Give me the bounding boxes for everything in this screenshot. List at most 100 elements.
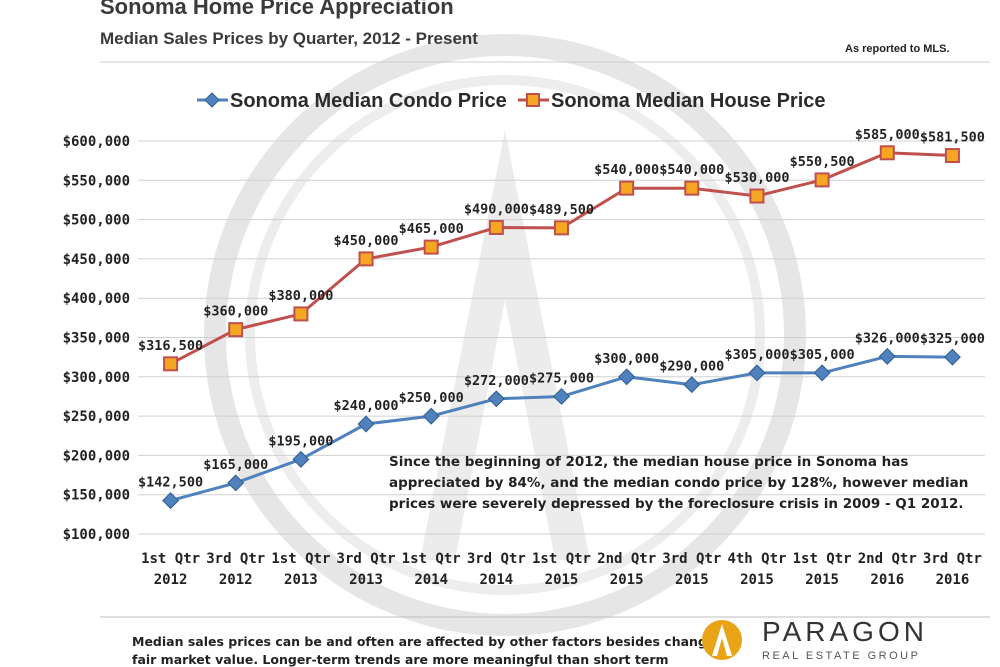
chart-title: Sonoma Home Price Appreciation <box>100 0 454 19</box>
x-tick-label: 2015 <box>740 572 774 588</box>
y-tick-label: $300,000 <box>63 370 130 386</box>
x-tick-label: 1st Qtr <box>271 551 330 567</box>
house-data-label: $380,000 <box>268 288 333 304</box>
condo-data-label: $290,000 <box>659 359 724 375</box>
legend: Sonoma Median Condo Price Sonoma Median … <box>197 90 826 112</box>
house-data-label: $530,000 <box>724 170 789 186</box>
data-labels: $142,500$165,000$195,000 $240,000 $250,000… <box>138 127 985 491</box>
legend-condo-marker <box>204 92 220 108</box>
house-data-label: $540,000 <box>594 162 659 178</box>
legend-house-marker <box>526 93 540 107</box>
house-series-line <box>169 151 953 366</box>
annotation-line-2: appreciated by 84%, and the median condo… <box>389 475 968 491</box>
house-data-label: $489,500 <box>529 202 594 218</box>
annotation-line-1: Since the beginning of 2012, the median … <box>389 454 908 470</box>
house-point <box>944 148 960 164</box>
condo-point <box>422 407 440 425</box>
house-point <box>423 239 439 255</box>
house-data-label: $540,000 <box>659 162 724 178</box>
y-tick-label: $100,000 <box>63 527 130 543</box>
house-point <box>488 219 504 235</box>
x-tick-label: 2016 <box>936 572 970 588</box>
condo-data-label: $250,000 <box>399 390 464 406</box>
grid-layer <box>138 140 985 535</box>
condo-point <box>813 364 831 382</box>
condo-point <box>292 450 310 468</box>
condo-data-label: $275,000 <box>529 370 594 386</box>
x-tick-label: 3rd Qtr <box>467 551 526 567</box>
x-tick-label: 2nd Qtr <box>597 551 656 567</box>
house-point <box>619 180 635 196</box>
condo-point <box>878 347 896 365</box>
house-point <box>163 356 179 372</box>
house-point <box>684 180 700 196</box>
x-axis: 1st Qtr 2012 3rd Qtr 2012 1st Qtr 2013 3rd Qtr… <box>141 551 982 588</box>
condo-point <box>357 415 375 433</box>
condo-data-label: $305,000 <box>724 347 789 363</box>
y-tick-label: $450,000 <box>63 252 130 268</box>
house-data-label: $550,500 <box>790 154 855 170</box>
condo-point <box>748 364 766 382</box>
house-data-label: $581,500 <box>920 130 985 146</box>
house-point <box>879 145 895 161</box>
x-tick-label: 3rd Qtr <box>923 551 982 567</box>
condo-data-label: $195,000 <box>268 433 333 449</box>
house-point <box>749 188 765 204</box>
x-tick-label: 1st Qtr <box>141 551 200 567</box>
house-data-label: $465,000 <box>399 221 464 237</box>
x-tick-label: 2016 <box>870 572 904 588</box>
brand-logo-icon <box>702 620 742 660</box>
brand-logo: PARAGON REAL ESTATE GROUP <box>702 616 928 662</box>
x-tick-label: 1st Qtr <box>402 551 461 567</box>
legend-house-label: Sonoma Median House Price <box>551 90 826 112</box>
condo-data-label: $272,000 <box>464 373 529 389</box>
house-point <box>358 251 374 267</box>
x-tick-label: 2013 <box>349 572 383 588</box>
condo-data-label: $165,000 <box>203 457 268 473</box>
x-tick-label: 2nd Qtr <box>858 551 917 567</box>
house-data-label: $450,000 <box>334 233 399 249</box>
footer-note-line-2: fair market value. Longer-term trends ar… <box>132 652 669 667</box>
y-tick-label: $200,000 <box>63 448 130 464</box>
y-tick-label: $250,000 <box>63 409 130 425</box>
condo-point <box>162 492 180 510</box>
x-tick-label: 2012 <box>154 572 188 588</box>
condo-data-label: $305,000 <box>790 347 855 363</box>
legend-condo-label: Sonoma Median Condo Price <box>230 90 507 112</box>
condo-point <box>487 390 505 408</box>
condo-data-label: $240,000 <box>334 398 399 414</box>
house-data-label: $585,000 <box>855 127 920 143</box>
x-tick-label: 2014 <box>414 572 448 588</box>
condo-data-label: $142,500 <box>138 475 203 491</box>
house-point <box>293 306 309 322</box>
condo-point <box>227 474 245 492</box>
y-tick-label: $550,000 <box>63 173 130 189</box>
footer-note-line-1: Median sales prices can be and often are… <box>132 634 740 649</box>
condo-point <box>618 368 636 386</box>
house-data-label: $316,500 <box>138 338 203 354</box>
x-tick-label: 1st Qtr <box>793 551 852 567</box>
house-point <box>228 322 244 338</box>
x-tick-label: 2015 <box>805 572 839 588</box>
house-point <box>554 220 569 236</box>
x-tick-label: 2015 <box>545 572 579 588</box>
brand-name: PARAGON <box>762 616 928 647</box>
y-tick-label: $600,000 <box>63 134 130 150</box>
house-point <box>814 172 830 188</box>
x-tick-label: 2013 <box>284 572 318 588</box>
house-data-label: $490,000 <box>464 201 529 217</box>
condo-point <box>553 387 570 405</box>
condo-data-label: $325,000 <box>920 331 985 347</box>
x-tick-label: 1st Qtr <box>532 551 591 567</box>
condo-data-label: $300,000 <box>594 351 659 367</box>
x-tick-label: 3rd Qtr <box>206 551 265 567</box>
y-tick-label: $500,000 <box>63 213 130 229</box>
chart-subtitle: Median Sales Prices by Quarter, 2012 - P… <box>100 29 478 48</box>
y-tick-label: $350,000 <box>63 331 130 347</box>
annotation-line-3: prices were severely depressed by the fo… <box>389 496 964 512</box>
x-tick-label: 2012 <box>219 572 253 588</box>
watermark-logo <box>204 34 806 636</box>
condo-point <box>683 376 701 394</box>
series-layer <box>162 145 961 510</box>
